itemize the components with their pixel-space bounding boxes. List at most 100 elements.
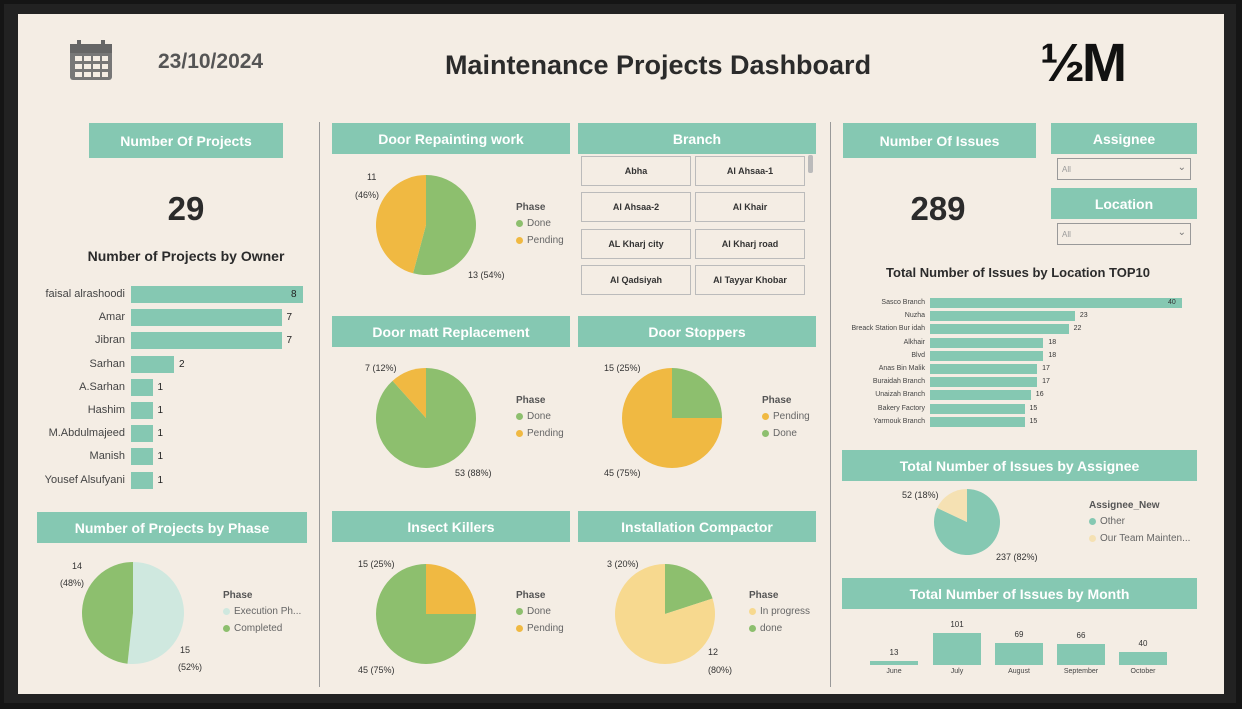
branch-item-al-kharj-city[interactable]: AL Kharj city bbox=[581, 229, 691, 259]
month-bar-value: 40 bbox=[1138, 639, 1148, 649]
legend-item-done[interactable]: Done bbox=[516, 411, 564, 422]
issues-header: Number Of Issues bbox=[843, 123, 1036, 158]
legend-item-pending[interactable]: Pending bbox=[762, 411, 810, 422]
branch-item-al-ahsaa-2[interactable]: Al Ahsaa-2 bbox=[581, 192, 691, 222]
legend-label: Other bbox=[1100, 516, 1126, 527]
legend-title: Phase bbox=[749, 590, 779, 601]
legend-item-our-team-mainten[interactable]: Our Team Mainten... bbox=[1089, 533, 1190, 544]
legend-item-pending[interactable]: Pending bbox=[516, 235, 564, 246]
pie-data-label: 45 (75%) bbox=[358, 665, 395, 675]
owner-bar-value: 1 bbox=[157, 451, 164, 463]
pie-legend: Phase Done Pending bbox=[516, 395, 564, 445]
legend-item-pending[interactable]: Pending bbox=[516, 428, 564, 439]
owner-bar-value: 1 bbox=[157, 474, 164, 486]
phase-pie-svg bbox=[81, 562, 184, 664]
chevron-down-icon: ⌄ bbox=[1177, 162, 1186, 173]
pie-data-label: 3 (20%) bbox=[607, 559, 639, 569]
legend-label: Done bbox=[527, 218, 551, 229]
location-bar-value: 17 bbox=[1042, 365, 1050, 372]
owner-label: Sarhan bbox=[89, 357, 125, 370]
door-matt-header: Door matt Replacement bbox=[332, 316, 570, 347]
legend-item-done[interactable]: Done bbox=[516, 606, 564, 617]
legend-marker bbox=[516, 430, 523, 437]
month-chart-header: Total Number of Issues by Month bbox=[842, 578, 1197, 609]
location-bar-value: 18 bbox=[1048, 338, 1057, 346]
branch-scrollbar[interactable] bbox=[808, 155, 813, 173]
logo: ½M bbox=[1040, 33, 1127, 93]
owner-label: Hashim bbox=[87, 404, 125, 416]
owner-bar bbox=[131, 355, 174, 373]
pie-slice-execution-ph[interactable] bbox=[127, 562, 184, 664]
legend-label: done bbox=[760, 623, 783, 634]
owner-bar bbox=[131, 332, 282, 350]
branch-item-abha[interactable]: Abha bbox=[581, 156, 691, 186]
branch-item-al-kharj-road[interactable]: Al Kharj road bbox=[695, 229, 805, 259]
legend-item-pending[interactable]: Pending bbox=[516, 623, 564, 634]
door_repaint-pie-svg bbox=[376, 175, 476, 275]
phase-chart-header: Number of Projects by Phase bbox=[37, 512, 307, 543]
location-bar-value: 40 bbox=[1168, 299, 1176, 306]
legend-item-done[interactable]: Done bbox=[762, 428, 810, 439]
month-bar bbox=[870, 660, 918, 665]
branch-item-al-ahsaa-1[interactable]: Al Ahsaa-1 bbox=[695, 156, 805, 186]
branch-item-al-tayyar-khobar[interactable]: Al Tayyar Khobar bbox=[695, 265, 805, 295]
branch-item-al-khair[interactable]: Al Khair bbox=[695, 192, 805, 222]
pie-slice-done[interactable] bbox=[376, 564, 476, 664]
location-label: Bakery Factory bbox=[877, 404, 925, 412]
pie-slice-our-team-mainten[interactable] bbox=[937, 489, 967, 522]
legend-item-execution-ph[interactable]: Execution Ph... bbox=[223, 606, 301, 617]
location-bar-value: 15 bbox=[1029, 417, 1038, 425]
legend-marker bbox=[516, 608, 523, 615]
pie-legend: Phase Done Pending bbox=[516, 590, 564, 640]
pie-slice-pending[interactable] bbox=[622, 368, 722, 468]
chevron-down-icon: ⌄ bbox=[1177, 227, 1186, 238]
pie-slice-done[interactable] bbox=[672, 368, 722, 418]
location-bar bbox=[930, 350, 1044, 361]
legend-marker bbox=[516, 220, 523, 227]
legend-item-done[interactable]: done bbox=[749, 623, 810, 634]
month-bar-value: 13 bbox=[889, 647, 899, 657]
owner-bar-value: 1 bbox=[157, 381, 164, 393]
divider bbox=[830, 122, 831, 687]
owner-bar-value: 7 bbox=[286, 335, 293, 347]
location-bar-value: 22 bbox=[1073, 325, 1082, 333]
month-label: September bbox=[1063, 668, 1099, 675]
legend-label: Pending bbox=[527, 235, 564, 246]
assignee-chart-header: Total Number of Issues by Assignee bbox=[842, 450, 1197, 481]
assignee-dropdown-value: All bbox=[1062, 164, 1071, 174]
legend-title: Phase bbox=[762, 395, 792, 406]
owner-chart-title: Number of Projects by Owner bbox=[87, 248, 285, 264]
pie-data-label-pct: (46%) bbox=[355, 190, 380, 200]
location-bar-value: 23 bbox=[1079, 312, 1088, 320]
location-bar bbox=[930, 416, 1025, 427]
location-dropdown[interactable]: All ⌄ bbox=[1057, 223, 1191, 245]
branch-item-al-qadsiyah[interactable]: Al Qadsiyah bbox=[581, 265, 691, 295]
owner-label: M.Abdulmajeed bbox=[48, 427, 125, 440]
owner-label: Jibran bbox=[95, 334, 125, 347]
month-bar-value: 101 bbox=[950, 620, 964, 629]
location-chart-title: Total Number of Issues by Location TOP10 bbox=[886, 265, 1150, 280]
assignee-dropdown[interactable]: All ⌄ bbox=[1057, 158, 1191, 180]
pie-slice-in-progress[interactable] bbox=[615, 564, 715, 664]
legend-item-in-progress[interactable]: In progress bbox=[749, 606, 810, 617]
pie-data-label: 11 bbox=[367, 172, 377, 182]
report-date: 23/10/2024 bbox=[158, 50, 264, 73]
legend-marker bbox=[749, 608, 756, 615]
pie-slice-pending[interactable] bbox=[376, 175, 426, 274]
pie-legend: Assignee_New Other Our Team Mainten... bbox=[1089, 500, 1190, 550]
legend-item-other[interactable]: Other bbox=[1089, 516, 1190, 527]
legend-item-done[interactable]: Done bbox=[516, 218, 564, 229]
pie-slice-pending[interactable] bbox=[392, 368, 426, 418]
compactor-pie-svg bbox=[615, 564, 715, 664]
legend-label: Done bbox=[527, 606, 551, 617]
legend-item-completed[interactable]: Completed bbox=[223, 623, 301, 634]
pie-data-label: 52 (18%) bbox=[902, 490, 939, 500]
pie-slice-done[interactable] bbox=[665, 564, 713, 614]
location-label: Sasco Branch bbox=[881, 299, 925, 306]
pie-legend: Phase Done Pending bbox=[516, 202, 564, 252]
pie-slice-done[interactable] bbox=[413, 175, 476, 275]
pie-slice-completed[interactable] bbox=[81, 562, 133, 664]
location-dropdown-value: All bbox=[1062, 229, 1071, 239]
pie-slice-pending[interactable] bbox=[426, 564, 476, 614]
door_stoppers-pie-svg bbox=[622, 368, 722, 468]
